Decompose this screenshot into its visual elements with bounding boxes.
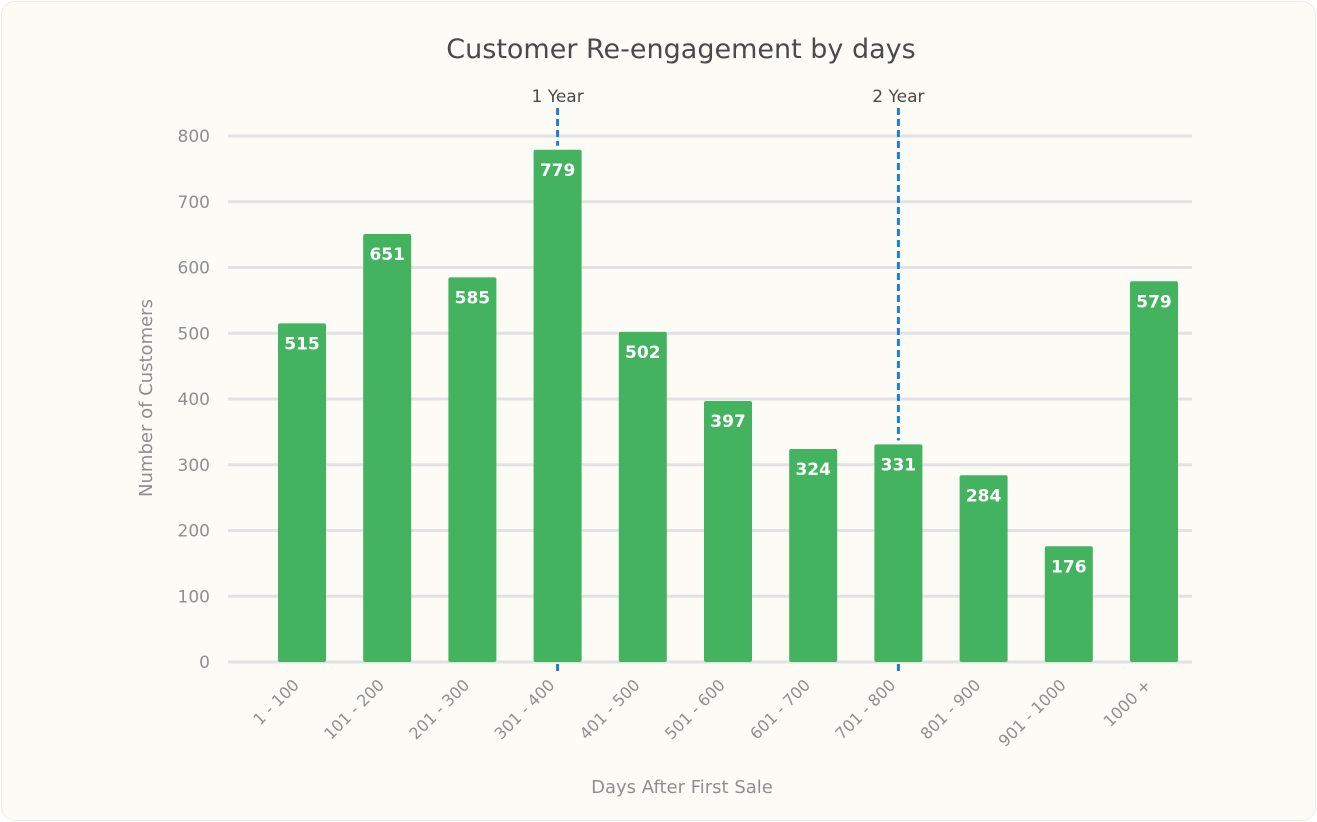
reference-line-label-1: 1 Year xyxy=(531,87,583,107)
x-tick-label-10: 901 - 1000 xyxy=(995,675,1070,750)
x-tick-label-8: 701 - 800 xyxy=(831,675,899,743)
bar-5 xyxy=(618,331,667,662)
bar-2 xyxy=(363,233,412,662)
bar-value-label-2: 651 xyxy=(369,245,405,265)
bar-value-label-7: 324 xyxy=(795,460,831,480)
x-axis-label: Days After First Sale xyxy=(591,777,773,798)
bars: 515 651 585 779 502 397 324 331 284 176 579 xyxy=(278,149,1178,662)
y-axis-ticks: 0 100 200 300 400 500 600 700 800 xyxy=(178,127,210,673)
bar-1 xyxy=(278,323,326,662)
bar-10 xyxy=(1044,546,1093,662)
bar-3 xyxy=(448,277,497,662)
bar-value-label-6: 397 xyxy=(710,412,746,432)
x-tick-label-2: 101 - 200 xyxy=(320,675,388,743)
x-tick-label-5: 401 - 500 xyxy=(576,675,644,743)
bar-4 xyxy=(533,149,582,662)
bar-7 xyxy=(789,448,838,662)
x-tick-label-6: 501 - 600 xyxy=(661,675,729,743)
y-tick-label-0: 0 xyxy=(199,653,210,673)
bar-value-label-5: 502 xyxy=(625,343,661,363)
y-axis-label: Number of Customers xyxy=(136,299,157,497)
bar-6 xyxy=(704,400,752,662)
bar-value-label-8: 331 xyxy=(881,455,917,475)
bar-value-label-9: 284 xyxy=(966,486,1002,506)
y-tick-label-800: 800 xyxy=(178,127,210,147)
y-tick-label-200: 200 xyxy=(178,522,210,542)
y-tick-label-400: 400 xyxy=(178,390,210,410)
chart-title: Customer Re-engagement by days xyxy=(446,34,915,65)
x-tick-label-11: 1000 + xyxy=(1100,675,1155,730)
y-tick-label-600: 600 xyxy=(178,259,210,279)
bar-value-label-1: 515 xyxy=(284,334,320,354)
y-tick-label-700: 700 xyxy=(178,193,210,213)
reference-lines: 1 Year 2 Year xyxy=(531,87,925,674)
x-axis-ticks: 1 - 100 101 - 200 201 - 300 301 - 400 401 - … xyxy=(249,675,1155,750)
bar-11 xyxy=(1130,281,1178,662)
x-tick-label-1: 1 - 100 xyxy=(249,675,303,729)
bar-9 xyxy=(959,475,1008,662)
x-tick-label-4: 301 - 400 xyxy=(491,675,559,743)
bar-value-label-10: 176 xyxy=(1051,557,1087,577)
x-tick-label-3: 201 - 300 xyxy=(405,675,473,743)
y-tick-label-500: 500 xyxy=(178,324,210,344)
x-tick-label-9: 801 - 900 xyxy=(917,675,985,743)
bar-value-label-4: 779 xyxy=(540,161,576,181)
bar-value-label-3: 585 xyxy=(455,288,491,308)
x-tick-label-7: 601 - 700 xyxy=(746,675,814,743)
y-tick-label-100: 100 xyxy=(178,587,210,607)
bar-value-label-11: 579 xyxy=(1136,292,1172,312)
bar-8 xyxy=(874,444,923,662)
reference-line-label-2: 2 Year xyxy=(872,87,924,107)
y-tick-label-300: 300 xyxy=(178,456,210,476)
